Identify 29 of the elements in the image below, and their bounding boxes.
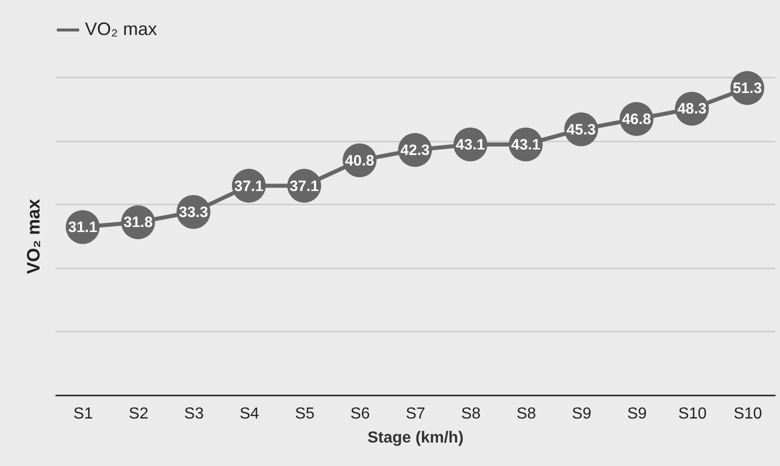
x-tick-label: S9 [627,406,647,422]
data-label: 51.3 [732,80,762,98]
data-label: 31.1 [68,219,98,236]
data-label: 40.8 [345,152,374,170]
x-tick-label: S8 [461,406,481,422]
y-axis-title: VO₂ max [24,198,44,274]
x-tick-label: S7 [406,406,426,422]
data-label: 42.3 [400,142,430,159]
data-label: 37.1 [290,178,319,195]
x-tick-label: S10 [678,406,707,422]
x-tick-label: S4 [240,406,260,422]
data-label: 45.3 [566,121,596,138]
data-label: 48.3 [677,100,707,118]
x-tick-label: S8 [516,406,536,422]
x-axis-title: Stage (km/h) [367,430,464,446]
data-label: 43.1 [456,136,485,154]
x-tick-label: S6 [350,406,370,422]
data-label: 43.1 [511,136,540,154]
legend-label: VO₂ max [85,19,157,39]
data-label: 46.8 [622,110,652,128]
x-tick-label: S9 [572,406,592,422]
x-tick-label: S3 [184,406,204,422]
data-label: 31.8 [123,214,153,232]
x-tick-label: S5 [294,406,315,422]
x-tick-label: S2 [128,406,148,422]
x-tick-label: S1 [73,406,94,422]
data-label: 33.3 [178,204,208,221]
data-label: 37.1 [234,178,264,195]
x-tick-label: S10 [734,406,762,422]
